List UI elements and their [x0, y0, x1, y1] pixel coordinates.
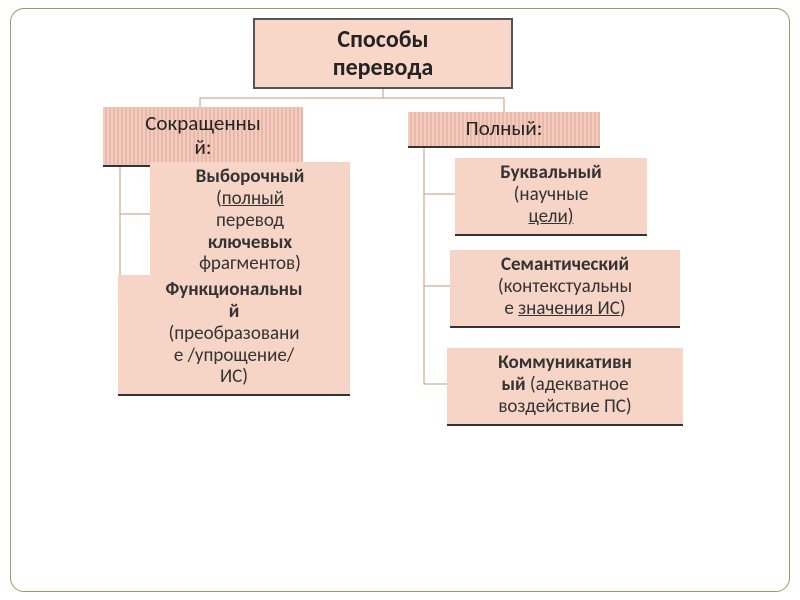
branch-right-l1: Полный: — [466, 115, 543, 141]
leaf-right-0: Буквальный (научные цели) — [455, 158, 647, 236]
branch-left-l2: й: — [195, 134, 212, 160]
l1-b2: й — [229, 300, 240, 323]
l0-bold: Выборочный — [196, 165, 305, 188]
branch-left: Сокращенны й: — [103, 107, 303, 167]
r1-b1: Семантический — [501, 253, 629, 276]
leaf-left-0: Выборочный (полный перевод ключевых фраг… — [150, 162, 350, 283]
branch-right: Полный: — [408, 112, 600, 148]
r1-ut: значения ИС — [518, 297, 620, 320]
r2-b1: Коммуникативн — [498, 351, 632, 374]
l0-u: полный — [222, 187, 284, 210]
l0-l2: перевод — [216, 209, 284, 232]
r0-b1: Буквальный — [500, 161, 601, 184]
root-line2: перевода — [333, 53, 433, 82]
r1-p2: (контекстуальны — [498, 275, 632, 298]
r2-p3: воздействие ПС) — [498, 395, 631, 418]
l1-p4: е /упрощение/ — [174, 344, 294, 367]
r1-ua: ) — [620, 297, 626, 320]
r2-ab2: (адекватное — [526, 373, 629, 396]
l1-b1: Функциональны — [166, 278, 303, 301]
r0-p2: (научные — [514, 183, 589, 206]
r1-ub: е — [504, 297, 518, 320]
l1-p5: ИС) — [220, 365, 248, 388]
r0-u3: цели) — [529, 205, 574, 228]
leaf-left-1: Функциональны й (преобразовани е /упроще… — [118, 275, 350, 396]
root-line1: Способы — [337, 25, 428, 54]
root-node: Способы перевода — [253, 18, 513, 89]
l0-l4: фрагментов) — [199, 252, 301, 275]
l0-l3: ключевых — [208, 231, 292, 254]
r2-b2: ый — [501, 373, 525, 396]
leaf-right-2: Коммуникативн ый (адекватное воздействие… — [447, 348, 683, 426]
l1-p3: (преобразовани — [169, 322, 300, 345]
leaf-right-1: Семантический (контекстуальны е значения… — [450, 250, 680, 328]
branch-left-l1: Сокращенны — [145, 110, 261, 136]
